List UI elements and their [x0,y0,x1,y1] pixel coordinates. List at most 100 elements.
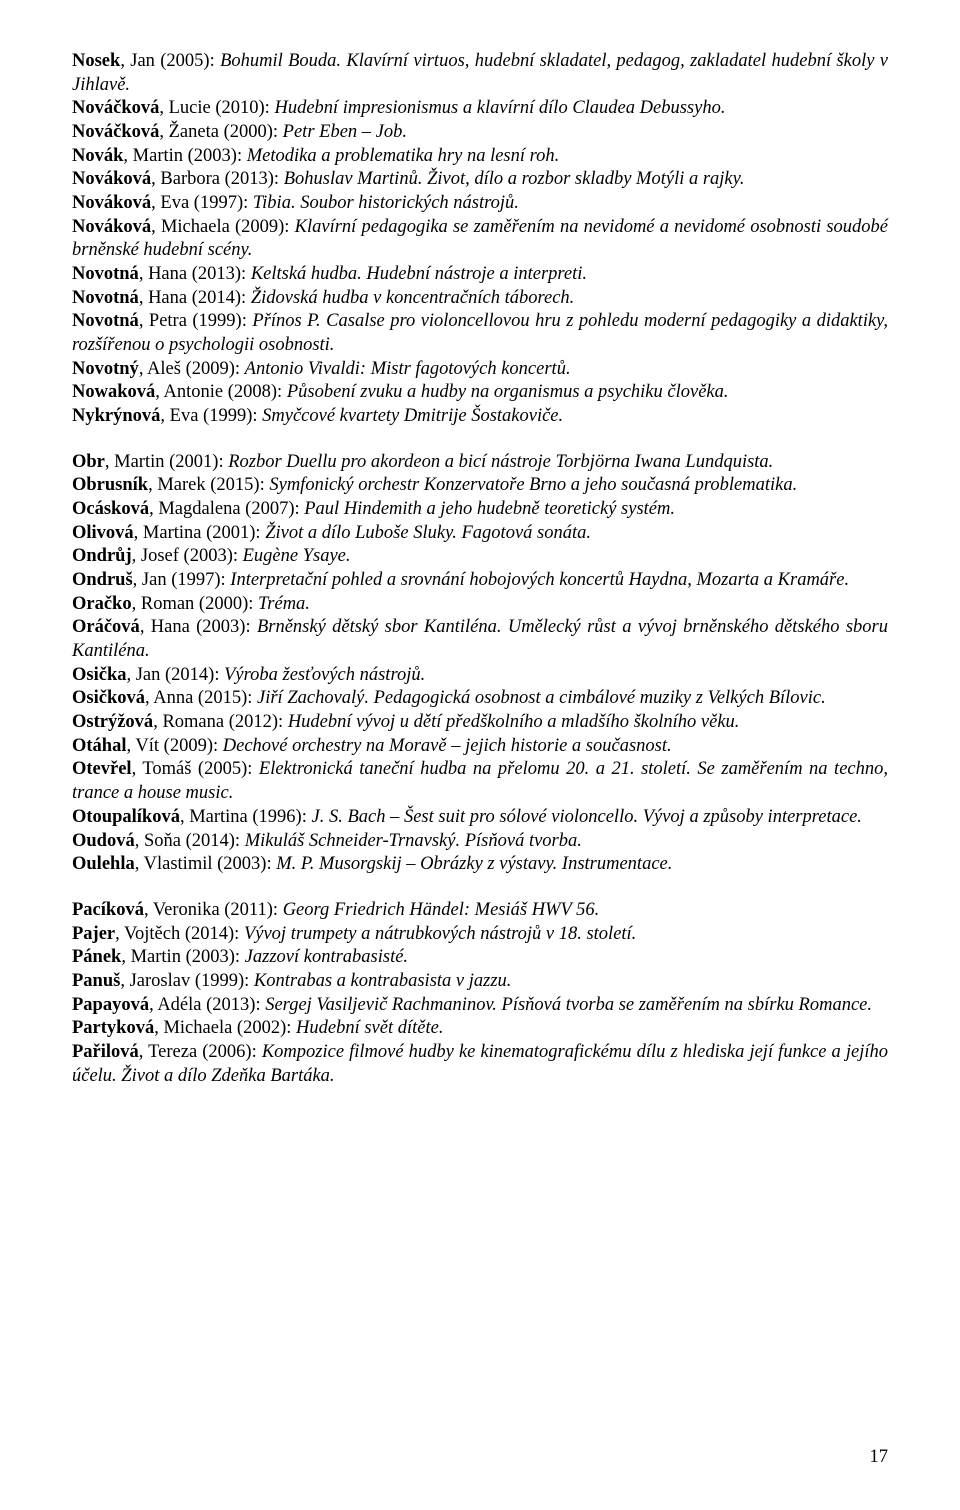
author-surname: Otáhal [72,736,126,756]
bibliography-entry: Pacíková, Veronika (2011): Georg Friedri… [72,899,888,923]
author-surname: Nováčková [72,98,159,118]
author-surname: Novák [72,146,123,166]
bibliography-entry: Ondrůj, Josef (2003): Eugène Ysaye. [72,545,888,569]
author-surname: Obr [72,452,105,472]
author-first-year: , Eva (1999): [160,406,262,426]
author-first-year: , Aleš (2009): [139,359,245,379]
author-first-year: , Josef (2003): [132,546,243,566]
bibliography-entry: Novotná, Hana (2013): Keltská hudba. Hud… [72,263,888,287]
author-first-year: , Tereza (2006): [139,1042,262,1062]
author-surname: Partyková [72,1018,154,1038]
author-first-year: , Marek (2015): [148,475,269,495]
author-surname: Nováková [72,193,151,213]
bibliography-entry: Novák, Martin (2003): Metodika a problem… [72,145,888,169]
author-first-year: , Anna (2015): [145,688,257,708]
author-first-year: , Martin (2003): [123,146,246,166]
bibliography-entry: Novotná, Hana (2014): Židovská hudba v k… [72,287,888,311]
entry-title: Jazzoví kontrabasisté. [245,947,408,967]
entry-title: M. P. Musorgskij – Obrázky z výstavy. In… [276,854,672,874]
bibliography-entry: Nováková, Eva (1997): Tibia. Soubor hist… [72,192,888,216]
author-surname: Panuš [72,971,120,991]
author-first-year: , Petra (1999): [139,311,253,331]
entry-title: Metodika a problematika hry na lesní roh… [247,146,560,166]
author-surname: Oudová [72,831,135,851]
author-surname: Osičková [72,688,145,708]
entry-title: Jiří Zachovalý. Pedagogická osobnost a c… [257,688,826,708]
author-first-year: , Roman (2000): [132,594,258,614]
author-first-year: , Hana (2003): [140,617,257,637]
author-surname: Novotná [72,311,139,331]
entry-title: Bohuslav Martinů. Život, dílo a rozbor s… [284,169,745,189]
bibliography-entry: Osičková, Anna (2015): Jiří Zachovalý. P… [72,687,888,711]
author-first-year: , Martin (2001): [105,452,228,472]
author-surname: Osička [72,665,126,685]
bibliography-entry: Nosek, Jan (2005): Bohumil Bouda. Klavír… [72,50,888,97]
bibliography-entry: Panuš, Jaroslav (1999): Kontrabas a kont… [72,970,888,994]
bibliography-entry: Novotný, Aleš (2009): Antonio Vivaldi: M… [72,358,888,382]
author-surname: Nováčková [72,122,159,142]
entry-title: Sergej Vasiljevič Rachmaninov. Písňová t… [265,995,872,1015]
author-surname: Pacíková [72,900,144,920]
author-surname: Pánek [72,947,121,967]
author-first-year: , Veronika (2011): [144,900,283,920]
bibliography-entry: Olivová, Martina (2001): Život a dílo Lu… [72,522,888,546]
author-surname: Novotná [72,288,139,308]
author-first-year: , Hana (2013): [139,264,251,284]
author-surname: Ocásková [72,499,149,519]
paragraph-gap [72,877,888,899]
author-first-year: , Vojtěch (2014): [115,924,244,944]
author-first-year: , Antonie (2008): [155,382,287,402]
author-first-year: , Lucie (2010): [159,98,274,118]
author-first-year: , Soňa (2014): [135,831,245,851]
author-first-year: , Martina (2001): [134,523,266,543]
author-surname: Ondrůj [72,546,132,566]
author-surname: Pařilová [72,1042,139,1062]
entry-title: Antonio Vivaldi: Mistr fagotových koncer… [245,359,571,379]
bibliography-entry: Nowaková, Antonie (2008): Působení zvuku… [72,381,888,405]
bibliography-entry: Otoupalíková, Martina (1996): J. S. Bach… [72,806,888,830]
author-surname: Ostrýžová [72,712,153,732]
author-surname: Pajer [72,924,115,944]
author-first-year: , Romana (2012): [153,712,288,732]
author-surname: Nowaková [72,382,155,402]
bibliography-entry: Papayová, Adéla (2013): Sergej Vasiljevi… [72,994,888,1018]
entry-title: Georg Friedrich Händel: Mesiáš HWV 56. [283,900,600,920]
bibliography-entry: Ondruš, Jan (1997): Interpretační pohled… [72,569,888,593]
author-surname: Novotný [72,359,139,379]
entry-title: Židovská hudba v koncentračních táborech… [251,288,575,308]
entry-title: Kontrabas a kontrabasista v jazzu. [254,971,511,991]
author-surname: Oráčová [72,617,140,637]
bibliography-entry: Pařilová, Tereza (2006): Kompozice filmo… [72,1041,888,1088]
entry-title: Působení zvuku a hudby na organismus a p… [287,382,729,402]
author-surname: Novotná [72,264,139,284]
bibliography-entry: Nováčková, Lucie (2010): Hudební impresi… [72,97,888,121]
bibliography-entry: Nováková, Barbora (2013): Bohuslav Marti… [72,168,888,192]
bibliography-entry: Nováková, Michaela (2009): Klavírní peda… [72,216,888,263]
author-first-year: , Barbora (2013): [151,169,284,189]
bibliography-entry: Obrusník, Marek (2015): Symfonický orche… [72,474,888,498]
entry-title: Mikuláš Schneider-Trnavský. Písňová tvor… [245,831,582,851]
entry-title: Paul Hindemith a jeho hudebně teoretický… [304,499,675,519]
entry-title: Tréma. [258,594,310,614]
entry-title: Vývoj trumpety a nátrubkových nástrojů v… [244,924,636,944]
author-first-year: , Jan (2014): [126,665,224,685]
entry-title: Hudební impresionismus a klavírní dílo C… [274,98,725,118]
entry-title: Dechové orchestry na Moravě – jejich his… [223,736,672,756]
entry-title: Výroba žesťových nástrojů. [224,665,425,685]
entry-title: J. S. Bach – Šest suit pro sólové violon… [311,807,861,827]
author-first-year: , Jan (2005): [120,51,220,71]
author-first-year: , Jan (1997): [133,570,231,590]
bibliography-entry: Pajer, Vojtěch (2014): Vývoj trumpety a … [72,923,888,947]
bibliography-entry: Oráčová, Hana (2003): Brněnský dětský sb… [72,616,888,663]
author-first-year: , Martina (1996): [180,807,312,827]
author-surname: Otevřel [72,759,132,779]
author-first-year: , Vít (2009): [126,736,222,756]
bibliography-entry: Nováčková, Žaneta (2000): Petr Eben – Jo… [72,121,888,145]
author-first-year: , Martin (2003): [121,947,244,967]
author-surname: Olivová [72,523,134,543]
author-surname: Nováková [72,169,151,189]
page-number: 17 [870,1446,889,1470]
bibliography-entry: Osička, Jan (2014): Výroba žesťových nás… [72,664,888,688]
author-surname: Oračko [72,594,132,614]
author-first-year: , Jaroslav (1999): [120,971,254,991]
